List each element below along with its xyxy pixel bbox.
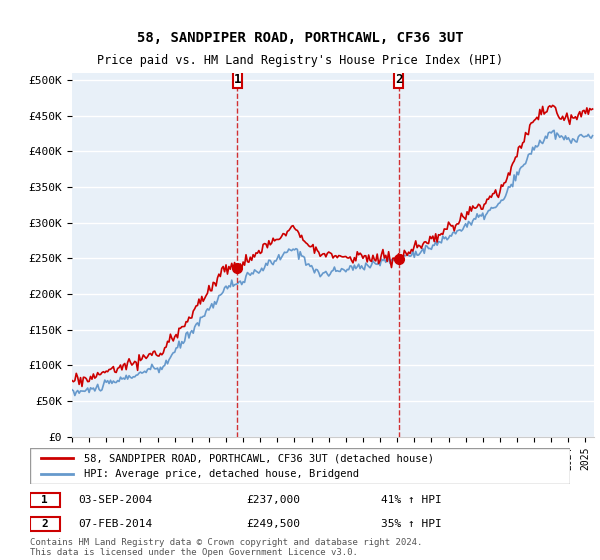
FancyBboxPatch shape (30, 448, 570, 484)
Text: £249,500: £249,500 (246, 519, 300, 529)
Text: 2: 2 (395, 73, 403, 86)
Text: 58, SANDPIPER ROAD, PORTHCAWL, CF36 3UT: 58, SANDPIPER ROAD, PORTHCAWL, CF36 3UT (137, 31, 463, 45)
FancyBboxPatch shape (30, 516, 60, 531)
Text: £237,000: £237,000 (246, 495, 300, 505)
Text: 1: 1 (41, 495, 48, 505)
Text: 1: 1 (234, 73, 241, 86)
Text: 41% ↑ HPI: 41% ↑ HPI (381, 495, 442, 505)
Text: 58, SANDPIPER ROAD, PORTHCAWL, CF36 3UT (detached house): 58, SANDPIPER ROAD, PORTHCAWL, CF36 3UT … (84, 453, 434, 463)
Text: 03-SEP-2004: 03-SEP-2004 (79, 495, 153, 505)
Text: 2: 2 (41, 519, 48, 529)
Text: Contains HM Land Registry data © Crown copyright and database right 2024.
This d: Contains HM Land Registry data © Crown c… (30, 538, 422, 557)
FancyBboxPatch shape (30, 493, 60, 507)
Text: 07-FEB-2014: 07-FEB-2014 (79, 519, 153, 529)
Text: Price paid vs. HM Land Registry's House Price Index (HPI): Price paid vs. HM Land Registry's House … (97, 54, 503, 67)
Text: 35% ↑ HPI: 35% ↑ HPI (381, 519, 442, 529)
FancyBboxPatch shape (394, 72, 403, 88)
Text: HPI: Average price, detached house, Bridgend: HPI: Average price, detached house, Brid… (84, 469, 359, 479)
FancyBboxPatch shape (233, 72, 242, 88)
